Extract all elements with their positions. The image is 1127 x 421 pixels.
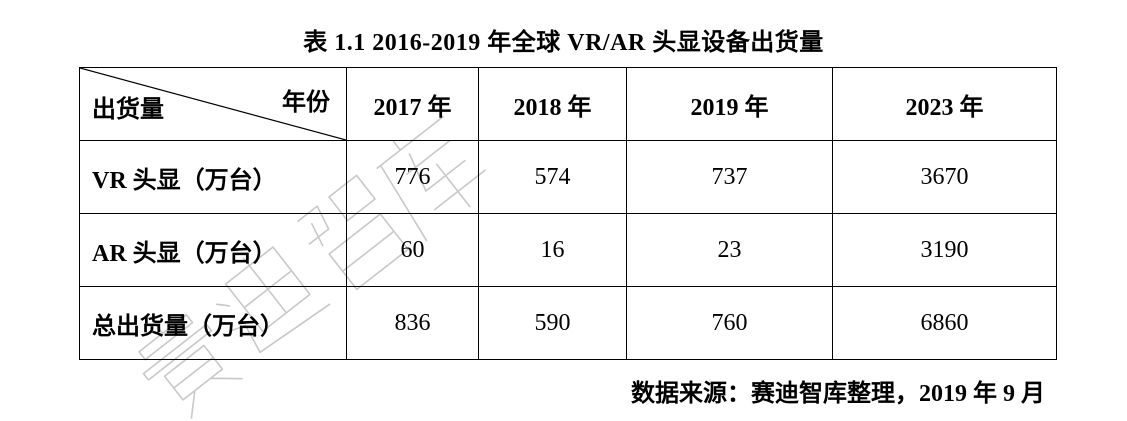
table-cell: 737 xyxy=(626,140,833,214)
table-cell: 590 xyxy=(478,286,627,360)
shipment-table: 出货量 年份 2017 年 2018 年 2019 年 2023 年 VR 头显… xyxy=(79,67,1057,360)
year-header: 2023 年 xyxy=(832,67,1057,141)
corner-cell: 出货量 年份 xyxy=(79,67,347,141)
table-cell: 23 xyxy=(626,213,833,287)
year-header: 2018 年 xyxy=(478,67,627,141)
corner-label-shipment: 出货量 xyxy=(92,97,164,123)
year-header: 2019 年 xyxy=(626,67,833,141)
corner-label-year: 年份 xyxy=(282,90,330,116)
row-label: 总出货量（万台） xyxy=(79,286,347,360)
table-cell: 776 xyxy=(346,140,479,214)
row-label: VR 头显（万台） xyxy=(79,140,347,214)
table-row: AR 头显（万台） 60 16 23 3190 xyxy=(79,213,1057,287)
year-header: 2017 年 xyxy=(346,67,479,141)
table-cell: 3190 xyxy=(832,213,1057,287)
table-cell: 16 xyxy=(478,213,627,287)
table-cell: 60 xyxy=(346,213,479,287)
table-cell: 3670 xyxy=(832,140,1057,214)
table-cell: 836 xyxy=(346,286,479,360)
table-row: VR 头显（万台） 776 574 737 3670 xyxy=(79,140,1057,214)
table-cell: 760 xyxy=(626,286,833,360)
row-label: AR 头显（万台） xyxy=(79,213,347,287)
source-note: 数据来源：赛迪智库整理，2019 年 9 月 xyxy=(631,381,1045,407)
table-header-row: 出货量 年份 2017 年 2018 年 2019 年 2023 年 xyxy=(79,67,1057,141)
table-title: 表 1.1 2016-2019 年全球 VR/AR 头显设备出货量 xyxy=(303,30,824,56)
diagonal-divider xyxy=(80,68,346,140)
table-row: 总出货量（万台） 836 590 760 6860 xyxy=(79,286,1057,360)
table-cell: 6860 xyxy=(832,286,1057,360)
table-cell: 574 xyxy=(478,140,627,214)
